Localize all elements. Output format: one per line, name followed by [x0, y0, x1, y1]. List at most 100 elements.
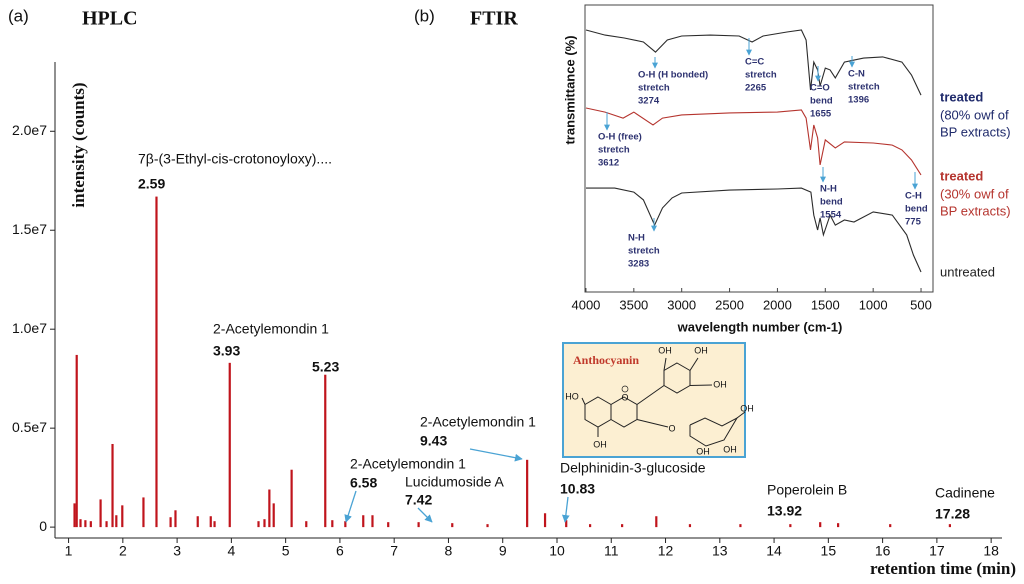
peak	[819, 522, 822, 528]
chart-title: HPLC	[82, 8, 138, 30]
peak	[331, 520, 334, 528]
peak	[305, 521, 308, 528]
x-tick-label: 11	[604, 543, 619, 559]
legend-detail: (30% owf of	[940, 186, 1009, 201]
band-label: O-H (free)	[598, 132, 642, 143]
peak	[272, 503, 275, 528]
peak	[84, 520, 87, 528]
spectrum-line	[585, 29, 922, 96]
band-label: C=C	[745, 57, 764, 68]
x-axis-label: retention time (min)	[870, 559, 1016, 578]
peak	[121, 505, 124, 528]
annotation-value: 9.43	[420, 433, 447, 449]
peak	[142, 497, 145, 528]
annotation-label: Delphinidin-3-glucoside	[560, 460, 706, 476]
x-tick-label: 13	[712, 543, 728, 559]
peak	[344, 521, 347, 528]
peak	[105, 521, 108, 528]
atom-label: OH	[740, 403, 754, 413]
peak	[228, 362, 231, 528]
peak	[387, 522, 390, 528]
panel-label: (a)	[8, 6, 29, 25]
peak	[75, 354, 78, 528]
band-label: bend	[905, 204, 928, 215]
x-tick-label: 8	[445, 543, 453, 559]
peak	[417, 522, 420, 528]
annotation-label: 2-Acetylemondin 1	[213, 321, 329, 337]
peak	[588, 524, 592, 528]
band-label: stretch	[638, 83, 670, 94]
peak	[209, 516, 212, 528]
atom-label: OH	[696, 446, 710, 456]
annotation-label: 2-Acetylemondin 1	[420, 414, 536, 430]
band-wavenumber: 1655	[810, 109, 832, 120]
peak	[174, 510, 177, 528]
peak	[948, 524, 952, 528]
annotation-value: 3.93	[213, 343, 240, 359]
legend-label: treated	[940, 168, 983, 183]
spectrum-line	[586, 187, 922, 273]
x-tick-label: 10	[549, 543, 565, 559]
band-label: N-H	[820, 184, 837, 195]
peak	[257, 521, 260, 528]
atom-label: O	[621, 392, 628, 402]
band-label: stretch	[745, 70, 777, 81]
peak	[169, 517, 172, 528]
band-label: C-N	[848, 69, 865, 80]
annotation-value: 5.23	[312, 359, 339, 375]
peak	[739, 524, 742, 528]
x-tick-label: 2000	[763, 297, 792, 312]
x-tick-label: 4	[227, 543, 235, 559]
peak	[268, 489, 271, 528]
x-tick-label: 18	[983, 543, 999, 559]
annotation-value: 2.59	[138, 176, 165, 192]
x-tick-label: 1000	[859, 297, 888, 312]
peak	[362, 515, 365, 528]
annotation-arrow	[469, 448, 523, 462]
x-tick-label: 3	[173, 543, 181, 559]
chart-title: FTIR	[470, 8, 518, 30]
peak	[155, 196, 158, 528]
peak	[263, 519, 266, 528]
x-tick-label: 2	[119, 543, 127, 559]
peak	[115, 515, 118, 528]
annotation-label: 2-Acetylemondin 1	[350, 456, 466, 472]
annotation-label: Poperolein B	[767, 482, 847, 498]
band-wavenumber: 1554	[820, 210, 842, 221]
annotation-value: 6.58	[350, 475, 377, 491]
band-label: C-H	[905, 191, 922, 202]
atom-label: OH	[593, 439, 607, 449]
x-tick-label: 3000	[667, 297, 696, 312]
peak	[89, 521, 92, 528]
band-wavenumber: 2265	[745, 83, 767, 94]
x-tick-label: 16	[875, 543, 891, 559]
band-label: bend	[820, 197, 843, 208]
peak	[73, 503, 76, 528]
band-label: C=O	[810, 83, 830, 94]
peak	[486, 524, 489, 528]
molecule	[581, 357, 746, 447]
band-wavenumber: 3283	[628, 259, 649, 270]
x-tick-label: 500	[910, 297, 932, 312]
y-tick-label: 0.5e7	[12, 419, 47, 435]
atom-label: OH	[694, 345, 708, 355]
x-tick-label: 7	[390, 543, 398, 559]
annotation-value: 13.92	[767, 503, 802, 519]
y-tick-label: 2.0e7	[12, 122, 47, 138]
band-wavenumber: 1396	[848, 95, 869, 106]
band-label: O-H (H bonded)	[638, 70, 708, 81]
x-tick-label: 1	[65, 543, 73, 559]
legend-label: untreated	[940, 264, 995, 279]
spectrum-line	[585, 107, 922, 176]
annotation-value: 10.83	[560, 481, 595, 497]
x-tick-label: 14	[766, 543, 782, 559]
x-tick-label: 6	[336, 543, 344, 559]
band-wavenumber: 3612	[598, 158, 619, 169]
x-tick-label: 2500	[715, 297, 744, 312]
atom-label: OH	[713, 379, 727, 389]
band-label: stretch	[848, 82, 880, 93]
peak	[79, 519, 82, 528]
charge	[621, 385, 629, 393]
peak	[565, 520, 568, 528]
